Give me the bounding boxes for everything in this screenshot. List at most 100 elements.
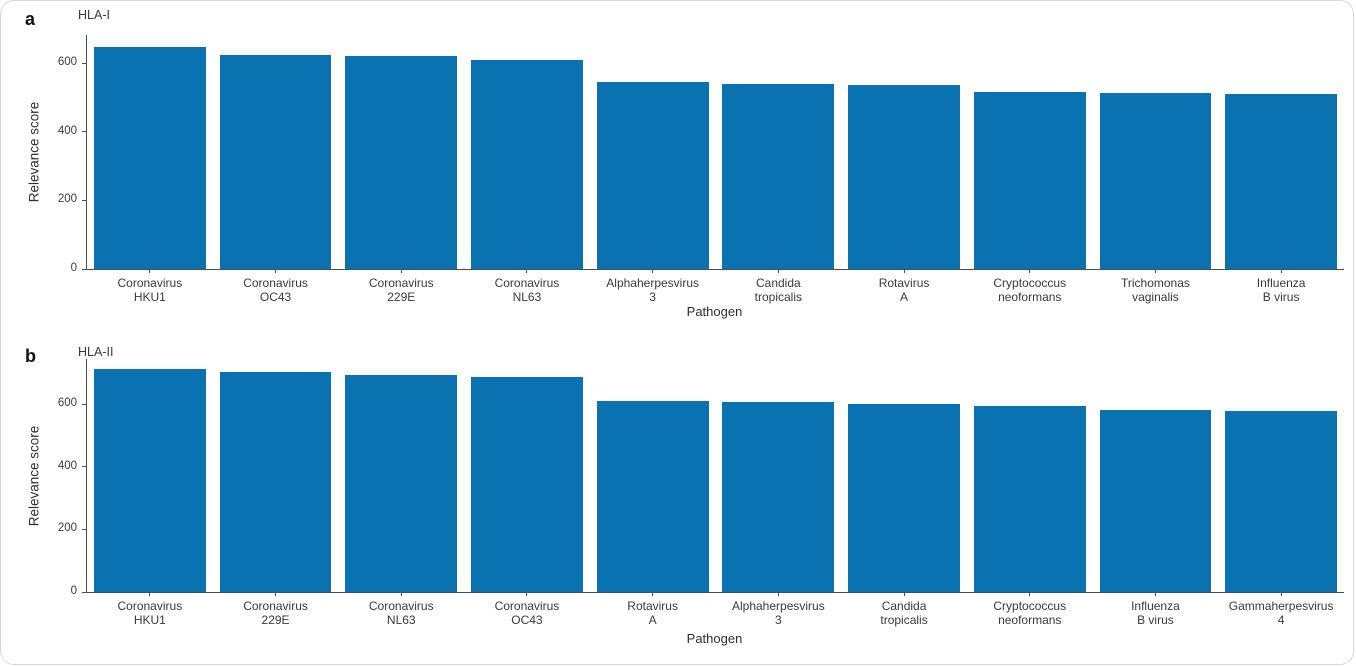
x-category-label-line: vaginalis <box>1132 290 1179 304</box>
x-category-label-line: B virus <box>1137 613 1174 627</box>
x-category-label: Coronavirus OC43 <box>462 599 592 627</box>
x-tick-mark <box>903 592 905 596</box>
x-category-label: Coronavirus 229E <box>336 276 466 304</box>
x-category-label-line: Coronavirus <box>117 599 183 613</box>
x-category-label: Candida tropicalis <box>839 599 969 627</box>
x-category-label-line: OC43 <box>511 613 543 627</box>
y-tick-mark <box>82 62 86 64</box>
x-category-label-line: Cryptococcus <box>993 276 1067 290</box>
y-tick-mark <box>82 268 86 270</box>
bar-coronavirus-nl63 <box>471 60 583 269</box>
x-category-label-line: Gammaherpesvirus <box>1228 599 1334 613</box>
x-category-label-line: 229E <box>261 613 290 627</box>
bar-coronavirus-hku1 <box>93 47 206 269</box>
bar-gammaherpesvirus-4 <box>1225 411 1338 592</box>
y-tick-label: 0 <box>70 262 77 274</box>
x-category-label-line: tropicalis <box>880 613 928 627</box>
x-category-label-line: Coronavirus <box>243 276 308 290</box>
panel-letter-a: a <box>25 9 36 29</box>
x-tick-mark <box>400 592 402 596</box>
x-tick-mark <box>903 269 905 273</box>
plot-area-hla-i: 0 200 400 600 Coronavirus HKU1 Coronavirus OC43… <box>58 35 1344 304</box>
x-category-label: Coronavirus HKU1 <box>85 599 215 627</box>
x-category-label-line: Coronavirus <box>368 276 434 290</box>
x-tick-mark <box>1280 269 1282 273</box>
y-tick-label: 0 <box>70 585 77 597</box>
y-tick-mark <box>82 528 86 530</box>
x-tick-mark <box>1029 269 1031 273</box>
x-category-label-line: Coronavirus <box>243 599 308 613</box>
x-tick-mark <box>526 269 528 273</box>
x-tick-mark <box>400 269 402 273</box>
y-tick-label: 400 <box>57 459 77 472</box>
bar-coronavirus-nl63 <box>345 374 458 592</box>
x-tick-mark <box>275 592 277 596</box>
x-category-label: Coronavirus 229E <box>211 599 341 627</box>
x-category-label: Alphaherpesvirus 3 <box>713 599 843 627</box>
x-category-label-line: 3 <box>649 290 656 304</box>
y-tick-mark <box>82 466 86 468</box>
x-category-label-line: Coronavirus <box>494 599 560 613</box>
x-category-label-line: 3 <box>775 613 782 627</box>
x-category-label: Trichomonas vaginalis <box>1090 276 1220 304</box>
bar-coronavirus-oc43 <box>219 55 332 269</box>
x-tick-mark <box>149 592 151 596</box>
x-category-label-line: Alphaherpesvirus <box>731 599 825 613</box>
x-category-label: Gammaherpesvirus 4 <box>1216 599 1346 627</box>
x-category-label: Coronavirus NL63 <box>462 276 592 304</box>
y-tick-label: 400 <box>57 124 77 137</box>
x-category-label-line: Alphaherpesvirus <box>606 276 699 290</box>
x-category-label-line: Coronavirus <box>117 276 183 290</box>
x-tick-mark <box>1029 592 1031 596</box>
x-category-label: Rotavirus A <box>588 599 718 627</box>
y-tick-mark <box>82 199 86 201</box>
bar-cryptococcus-neoformans <box>973 92 1086 269</box>
x-category-label-line: Rotavirus <box>878 276 930 290</box>
x-category-label: Alphaherpesvirus 3 <box>588 276 718 304</box>
x-axis-label: Pathogen <box>686 304 743 319</box>
x-category-label-line: NL63 <box>512 290 542 304</box>
x-tick-mark <box>652 269 654 273</box>
x-tick-mark <box>652 592 654 596</box>
y-tick-label: 600 <box>57 397 77 410</box>
x-category-label-line: HKU1 <box>133 613 166 627</box>
panel-hla-i: a HLA-I Relevance score 0 200 400 600 Corona… <box>1 1 1353 334</box>
x-category-label: Coronavirus OC43 <box>211 276 341 304</box>
x-category-label-line: Coronavirus <box>368 599 434 613</box>
x-category-label-line: HKU1 <box>133 290 166 304</box>
x-category-label-line: 229E <box>387 290 416 304</box>
bar-coronavirus-229e <box>219 371 332 592</box>
bar-candida-tropicalis <box>722 84 835 269</box>
bar-alphaherpesvirus-3 <box>596 81 709 269</box>
x-category-label: Cryptococcus neoformans <box>965 599 1095 627</box>
y-tick-label: 200 <box>57 522 77 535</box>
x-tick-mark <box>1154 269 1156 273</box>
bar-candida-tropicalis <box>848 403 960 592</box>
bar-influenza-b-virus <box>1099 409 1212 592</box>
bar-coronavirus-229e <box>345 55 458 269</box>
y-tick-label: 200 <box>57 193 77 206</box>
panel-letter-b: b <box>25 346 36 366</box>
bar-coronavirus-oc43 <box>471 376 583 592</box>
x-category-label-line: Influenza <box>1131 599 1180 613</box>
x-category-label-line: Influenza <box>1256 276 1306 290</box>
panel-hla-ii: b HLA-II Relevance score 0 200 400 600 Coron… <box>1 334 1353 664</box>
x-category-label-line: A <box>900 290 909 304</box>
y-axis-label: Relevance score <box>26 101 42 203</box>
x-category-label-line: A <box>648 613 657 627</box>
bar-coronavirus-hku1 <box>93 368 206 592</box>
x-category-label-line: 4 <box>1277 613 1285 627</box>
bar-rotavirus-a <box>596 400 709 592</box>
x-tick-mark <box>526 592 528 596</box>
bar-trichomonas-vaginalis <box>1099 93 1212 269</box>
x-tick-mark <box>777 592 779 596</box>
x-category-label: Cryptococcus neoformans <box>965 276 1095 304</box>
x-tick-mark <box>149 269 151 273</box>
x-category-label-line: Candida <box>881 599 927 613</box>
x-category-label-line: Cryptococcus <box>993 599 1067 613</box>
x-tick-mark <box>275 269 277 273</box>
bar-alphaherpesvirus-3 <box>722 402 835 592</box>
y-tick-label: 600 <box>57 56 77 69</box>
plot-area-hla-ii: 0 200 400 600 Coronavirus HKU1 Coronavirus 229E… <box>58 359 1344 627</box>
